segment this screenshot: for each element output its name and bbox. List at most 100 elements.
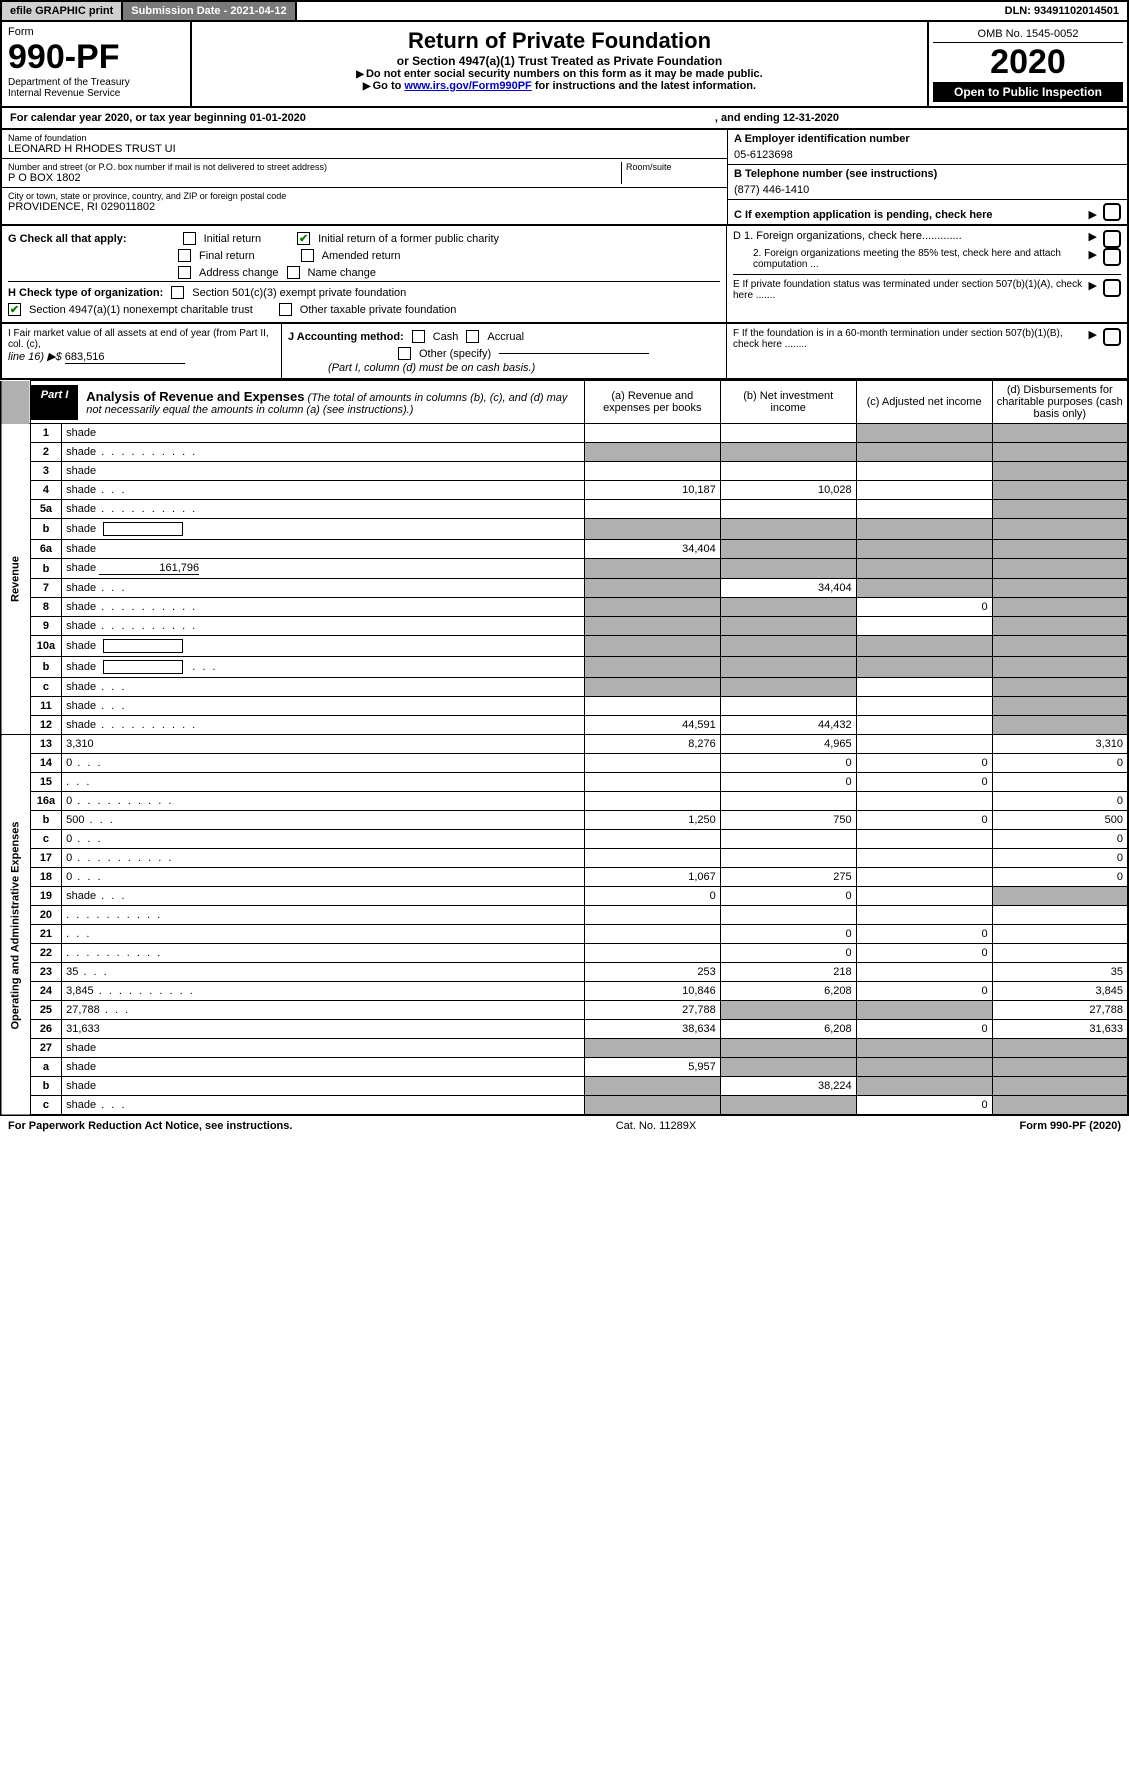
cell-a bbox=[584, 925, 720, 944]
table-row: 2527,78827,78827,788 bbox=[1, 1001, 1128, 1020]
cb-501c3[interactable] bbox=[171, 286, 184, 299]
cell-b bbox=[720, 500, 856, 519]
irs: Internal Revenue Service bbox=[8, 88, 184, 99]
cell-d bbox=[992, 697, 1128, 716]
line-number: c bbox=[30, 1096, 61, 1116]
f-checkbox[interactable] bbox=[1103, 328, 1121, 346]
table-row: Operating and Administrative Expenses133… bbox=[1, 735, 1128, 754]
cell-c bbox=[856, 462, 992, 481]
cell-b bbox=[720, 617, 856, 636]
cell-d: 0 bbox=[992, 792, 1128, 811]
line-desc: shade bbox=[62, 716, 585, 735]
table-row: bshade38,224 bbox=[1, 1077, 1128, 1096]
table-row: 1700 bbox=[1, 849, 1128, 868]
cb-initial-former[interactable] bbox=[297, 232, 310, 245]
cell-b bbox=[720, 657, 856, 678]
cell-b bbox=[720, 462, 856, 481]
cell-b bbox=[720, 906, 856, 925]
table-row: 3shade bbox=[1, 462, 1128, 481]
cell-d bbox=[992, 598, 1128, 617]
cell-c bbox=[856, 963, 992, 982]
line-desc: shade bbox=[62, 500, 585, 519]
table-row: 6ashade34,404 bbox=[1, 540, 1128, 559]
e-checkbox[interactable] bbox=[1103, 279, 1121, 297]
g-label: G Check all that apply: bbox=[8, 233, 127, 245]
cell-c bbox=[856, 678, 992, 697]
addr-label: Number and street (or P.O. box number if… bbox=[8, 162, 621, 172]
cell-d: 27,788 bbox=[992, 1001, 1128, 1020]
cell-d bbox=[992, 500, 1128, 519]
cell-a bbox=[584, 1096, 720, 1116]
foundation-name: LEONARD H RHODES TRUST UI bbox=[8, 143, 721, 155]
cell-b bbox=[720, 519, 856, 540]
cb-initial[interactable] bbox=[183, 232, 196, 245]
table-row: 5ashade bbox=[1, 500, 1128, 519]
col-d: (d) Disbursements for charitable purpose… bbox=[992, 381, 1128, 424]
cb-amended[interactable] bbox=[301, 249, 314, 262]
identity-block: Name of foundation LEONARD H RHODES TRUS… bbox=[0, 130, 1129, 226]
cell-d bbox=[992, 657, 1128, 678]
cell-d: 500 bbox=[992, 811, 1128, 830]
cell-b: 44,432 bbox=[720, 716, 856, 735]
efile-print-button[interactable]: efile GRAPHIC print bbox=[2, 2, 123, 20]
cell-d: 0 bbox=[992, 754, 1128, 773]
cell-d bbox=[992, 944, 1128, 963]
table-row: b5001,2507500500 bbox=[1, 811, 1128, 830]
cell-c bbox=[856, 906, 992, 925]
line-desc: shade bbox=[62, 443, 585, 462]
cell-c: 0 bbox=[856, 982, 992, 1001]
d1-label: D 1. Foreign organizations, check here..… bbox=[733, 230, 1089, 242]
cell-d bbox=[992, 1058, 1128, 1077]
cell-b: 38,224 bbox=[720, 1077, 856, 1096]
table-row: 7shade34,404 bbox=[1, 579, 1128, 598]
line-number: 11 bbox=[30, 697, 61, 716]
cell-c bbox=[856, 636, 992, 657]
ein-label: A Employer identification number bbox=[734, 133, 1121, 145]
cell-d: 0 bbox=[992, 849, 1128, 868]
line-desc: shade bbox=[62, 678, 585, 697]
cell-d bbox=[992, 925, 1128, 944]
cb-4947[interactable] bbox=[8, 303, 21, 316]
cell-b: 275 bbox=[720, 868, 856, 887]
cb-accrual[interactable] bbox=[466, 330, 479, 343]
cell-a: 1,250 bbox=[584, 811, 720, 830]
cb-cash[interactable] bbox=[412, 330, 425, 343]
form-subtitle: or Section 4947(a)(1) Trust Treated as P… bbox=[198, 54, 921, 68]
line-number: 12 bbox=[30, 716, 61, 735]
cell-a bbox=[584, 500, 720, 519]
cb-other-tax[interactable] bbox=[279, 303, 292, 316]
line-desc: shade 161,796 bbox=[62, 559, 585, 579]
line-number: 22 bbox=[30, 944, 61, 963]
cb-final[interactable] bbox=[178, 249, 191, 262]
cell-b bbox=[720, 1058, 856, 1077]
line-number: 20 bbox=[30, 906, 61, 925]
d1-checkbox[interactable] bbox=[1103, 230, 1121, 248]
cell-a: 0 bbox=[584, 887, 720, 906]
cb-addr-change[interactable] bbox=[178, 266, 191, 279]
cell-b: 0 bbox=[720, 925, 856, 944]
cell-a: 8,276 bbox=[584, 735, 720, 754]
cell-c bbox=[856, 735, 992, 754]
c-checkbox[interactable] bbox=[1103, 203, 1121, 221]
cell-b bbox=[720, 598, 856, 617]
table-row: 27shade bbox=[1, 1039, 1128, 1058]
cell-a bbox=[584, 636, 720, 657]
table-row: 2200 bbox=[1, 944, 1128, 963]
cb-name-change[interactable] bbox=[287, 266, 300, 279]
table-row: Revenue1shade bbox=[1, 424, 1128, 443]
form-link[interactable]: www.irs.gov/Form990PF bbox=[404, 80, 531, 92]
line-desc: 0 bbox=[62, 792, 585, 811]
cell-a bbox=[584, 443, 720, 462]
cb-other-method[interactable] bbox=[398, 347, 411, 360]
d2-checkbox[interactable] bbox=[1103, 248, 1121, 266]
line-number: 25 bbox=[30, 1001, 61, 1020]
line-number: 10a bbox=[30, 636, 61, 657]
cell-b bbox=[720, 792, 856, 811]
d2-label: 2. Foreign organizations meeting the 85%… bbox=[753, 248, 1089, 270]
table-row: 4shade10,18710,028 bbox=[1, 481, 1128, 500]
cell-b: 6,208 bbox=[720, 982, 856, 1001]
open-public: Open to Public Inspection bbox=[933, 82, 1123, 102]
cell-a: 1,067 bbox=[584, 868, 720, 887]
calendar-year-row: For calendar year 2020, or tax year begi… bbox=[0, 108, 1129, 130]
side-expenses: Operating and Administrative Expenses bbox=[1, 735, 30, 1116]
